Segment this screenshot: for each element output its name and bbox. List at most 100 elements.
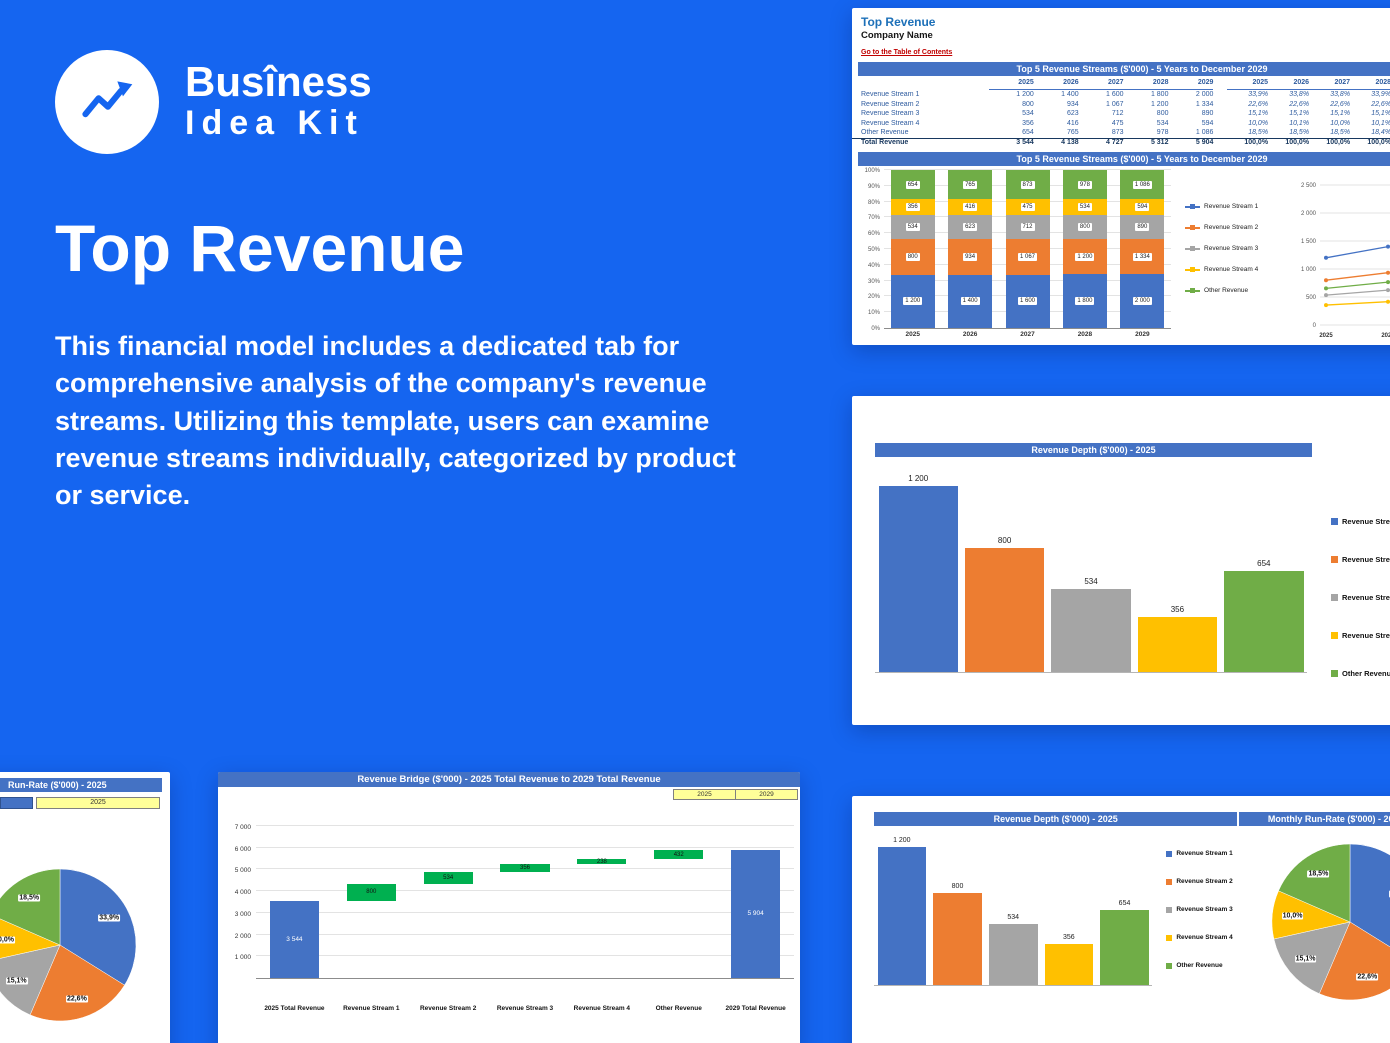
brand-logo	[55, 50, 159, 154]
cell-percent: 15,1%	[1371, 110, 1390, 118]
y-axis-label: 2 000	[1301, 211, 1317, 217]
bar	[877, 847, 927, 985]
legend-item: Revenue Stream 1	[1331, 517, 1390, 526]
legend-item: Revenue Stream 1	[1185, 203, 1282, 210]
stacked-bar: 1 400 934 623 416 765	[948, 170, 993, 328]
bar-column: 534	[987, 836, 1040, 985]
bar	[878, 486, 958, 672]
legend-label: Revenue Stream 2	[1176, 878, 1233, 885]
gridline	[884, 169, 1172, 170]
waterfall-column: 800	[333, 827, 410, 978]
year-header: 2025	[1227, 79, 1269, 90]
cell-percent: 10,0%	[1330, 119, 1351, 127]
stacked-bar: 1 600 1 067 712 475 873	[1005, 170, 1050, 328]
row-label: Other Revenue	[861, 129, 909, 137]
cell-value: 4 727	[1106, 139, 1124, 147]
legend-label: Revenue Stream 1	[1342, 517, 1390, 526]
company-name: Company Name	[861, 30, 933, 41]
pie-slice	[1278, 843, 1351, 923]
table-title-bar: Top 5 Revenue Streams ($'000) - 5 Years …	[858, 62, 1390, 76]
panel-revenue-depth: Revenue Depth ($'000) - 2025 1 200 800 534…	[852, 396, 1390, 725]
total-bar: 3 544	[269, 901, 320, 978]
bar-value-label: 800	[366, 889, 377, 896]
bar-segment: 1 200	[890, 274, 935, 328]
bar-column: 1 200	[876, 836, 929, 985]
gridline	[256, 890, 794, 892]
cell-value: 623	[1066, 110, 1079, 118]
pie-chart: 33,9% 22,6% 15,1% 10,0% 18,5%	[0, 865, 140, 1025]
legend-marker	[1166, 934, 1173, 941]
bar-segment: 534	[890, 215, 935, 239]
waterfall-column: 5 904	[717, 827, 794, 978]
year-header: 2026	[1033, 79, 1079, 90]
legend-item: Revenue Stream 4	[1166, 934, 1252, 941]
plot-area: 1 200 800 534 356 654 1 400 934 623 416 765 1 600 1…	[884, 169, 1172, 329]
cell-percent: 33,8%	[1289, 91, 1310, 99]
legend-line-marker	[1185, 204, 1201, 209]
bar-segment: 475	[1005, 199, 1050, 216]
table-of-contents-link[interactable]: Go to the Table of Contents	[861, 49, 953, 56]
bar	[1051, 589, 1131, 672]
bar-column: 356	[1043, 836, 1096, 985]
cell-value: 800	[1022, 100, 1034, 108]
bar-value-label: 3 544	[286, 936, 303, 944]
bar-segment: 765	[948, 170, 993, 200]
cell-value: 356	[1022, 119, 1034, 127]
data-point-marker	[1324, 303, 1328, 308]
cell-value: 534	[1156, 119, 1169, 127]
y-axis: 1 000 2 000 3 000 4 000 5 000 6 000 7 000	[218, 824, 256, 979]
segment-value-label: 475	[1020, 203, 1035, 212]
chart-title-bars: Revenue Depth ($'000) - 2025 Monthly Run…	[874, 812, 1390, 826]
panel-top-revenue-sheet: Top Revenue Company Name Go to the Table…	[852, 8, 1390, 345]
bar-segment: 534	[1062, 199, 1107, 215]
table-row: Revenue Stream 1 1 200 1 400 1 600 1 800 2 00…	[852, 90, 1390, 100]
year-cell: 2025	[673, 789, 736, 800]
cell-value: 1 334	[1195, 100, 1214, 108]
x-axis: 2025 Total Revenue Revenue Stream 1 Revenu…	[256, 1005, 794, 1012]
data-point-marker	[1324, 255, 1328, 260]
legend-label: Revenue Stream 1	[1204, 203, 1259, 210]
gridline	[256, 846, 794, 848]
legend-label: Other Revenue	[1342, 669, 1390, 678]
bar-segment: 1 800	[1062, 274, 1107, 328]
bar-value-label: 1 200	[893, 837, 911, 845]
segment-value-label: 712	[1020, 222, 1035, 231]
sheet-title: Top Revenue	[861, 15, 936, 29]
legend-marker	[1166, 878, 1173, 885]
table-row: Revenue Stream 3 534 623 712 800 890 15,1% 15,1…	[852, 109, 1390, 119]
legend-marker	[1190, 246, 1196, 251]
cell-percent: 15,1%	[1330, 110, 1351, 118]
x-axis-label: Revenue Stream 1	[343, 1005, 400, 1012]
data-point-marker	[1386, 299, 1390, 304]
pie-slice-label: 18,5%	[18, 894, 41, 902]
segment-value-label: 1 086	[1132, 180, 1152, 189]
bar-value-label: 534	[443, 874, 454, 881]
pie-slice-label: 22,6%	[65, 995, 88, 1003]
y-axis-label: 80%	[867, 199, 880, 206]
line-series	[1325, 289, 1390, 296]
cell-value: 1 200	[1150, 100, 1169, 108]
bar-segment: 873	[1005, 170, 1050, 200]
bar	[1224, 570, 1304, 672]
legend-line-marker	[1185, 288, 1201, 293]
x-axis: 2025 2026 2027 2028 2029	[884, 331, 1171, 338]
pie-slice-label: 22,6%	[1356, 973, 1379, 981]
segment-value-label: 534	[905, 222, 920, 231]
plot-area: 3 544 800 534 356 238 432 5 904	[256, 825, 794, 979]
cell-percent: 22,6%	[1330, 100, 1351, 108]
legend-item: Revenue Stream 2	[1166, 878, 1252, 885]
chart-area: 1 000 2 000 3 000 4 000 5 000 6 000 7 000 3 54…	[218, 824, 800, 1012]
y-axis-label: 90%	[867, 183, 880, 190]
y-axis-label: 1 500	[1301, 239, 1317, 245]
delta-bar: 800	[346, 883, 396, 902]
bar-segment: 2 000	[1120, 274, 1165, 328]
cell-percent: 15,1%	[1289, 110, 1310, 118]
bar-value-label: 654	[1257, 558, 1271, 568]
year-header: 2025	[988, 79, 1034, 90]
legend-marker	[1331, 594, 1338, 601]
segment-value-label: 873	[1020, 180, 1035, 189]
table-header-row: 2025202620272028202920252026202720282029	[852, 78, 1390, 90]
legend-item: Other Revenue	[1185, 287, 1282, 294]
year-cells: 2025 2029	[673, 789, 798, 800]
bar-segment: 800	[890, 238, 935, 275]
